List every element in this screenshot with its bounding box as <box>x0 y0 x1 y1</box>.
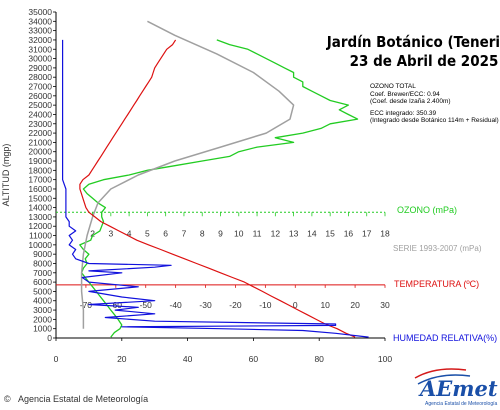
ozone-line <box>79 39 359 338</box>
humidity-line <box>61 39 369 338</box>
y-tick-label: 2000 <box>33 314 52 324</box>
y-tick-label: 35000 <box>28 7 52 17</box>
y-tick-label: 28000 <box>28 72 52 82</box>
y-tick-label: 5000 <box>33 286 52 296</box>
y-tick-label: 29000 <box>28 63 52 73</box>
ozone-tick-label: 16 <box>344 228 354 238</box>
temperature-tick-label: 0 <box>293 300 298 310</box>
y-tick-label: 31000 <box>28 44 52 54</box>
ozone-tick-label: 13 <box>289 228 299 238</box>
temperature-tick-label: 20 <box>350 300 360 310</box>
axis-ticks: 0100020003000400050006000700080009000100… <box>28 7 392 364</box>
aemet-logo: AEmet Agencia Estatal de Meteorología <box>414 368 498 407</box>
ozone-axis-label: OZONO (mPa) <box>397 205 457 215</box>
humidity-tick-label: 0 <box>54 354 59 364</box>
y-tick-label: 9000 <box>33 249 52 259</box>
ozone-tick-label: 11 <box>253 228 262 238</box>
y-tick-label: 13000 <box>28 212 52 222</box>
info-ozone-heading: OZONO TOTAL <box>370 83 416 90</box>
y-tick-label: 15000 <box>28 193 52 203</box>
y-tick-label: 11000 <box>29 231 52 241</box>
info-ecc-integrated: ECC integrado: 350.39 <box>370 110 437 117</box>
y-tick-label: 27000 <box>28 82 52 92</box>
agency-name: Agencia Estatal de Meteorología <box>18 394 148 404</box>
temperature-axis-label: TEMPERATURA (ºC) <box>394 279 479 289</box>
y-tick-label: 23000 <box>28 119 52 129</box>
y-tick-label: 10000 <box>28 240 52 250</box>
info-coef-izana: (Coef. desde Izaña 2.400m) <box>370 98 451 105</box>
y-tick-label: 16000 <box>28 184 52 194</box>
humidity-tick-label: 60 <box>249 354 259 364</box>
humidity-axis-label: HUMEDAD RELATIVA(%) <box>393 333 497 343</box>
ozone-tick-label: 4 <box>127 228 132 238</box>
y-tick-label: 14000 <box>28 203 52 213</box>
temperature-tick-label: -30 <box>199 300 212 310</box>
temperature-line <box>79 39 356 338</box>
info-ecc-note: (Integrado desde Botánico 114m + Residua… <box>370 117 499 124</box>
y-tick-label: 34000 <box>28 16 52 26</box>
humidity-tick-label: 40 <box>183 354 193 364</box>
data-series <box>61 20 369 338</box>
ozone-tick-label: 7 <box>182 228 187 238</box>
humidity-tick-label: 20 <box>117 354 127 364</box>
humidity-tick-label: 100 <box>378 354 392 364</box>
temperature-tick-label: -70 <box>80 300 93 310</box>
ozone-tick-label: 14 <box>307 228 317 238</box>
temperature-tick-label: -20 <box>229 300 242 310</box>
y-tick-label: 0 <box>47 333 52 343</box>
logo-text: AEmet <box>418 376 498 401</box>
ozone-tick-label: 10 <box>234 228 244 238</box>
ozone-tick-label: 12 <box>271 228 281 238</box>
y-tick-label: 17000 <box>28 175 52 185</box>
ozone-tick-label: 15 <box>325 228 335 238</box>
logo-subtitle: Agencia Estatal de Meteorología <box>425 401 497 407</box>
humidity-tick-label: 80 <box>314 354 324 364</box>
y-tick-label: 19000 <box>28 156 52 166</box>
y-axis-label: ALTITUD (mgp) <box>1 144 11 207</box>
ozone-tick-label: 5 <box>145 228 150 238</box>
ozone-tick-label: 18 <box>380 228 390 238</box>
temperature-tick-label: 30 <box>380 300 390 310</box>
copyright-symbol: © <box>4 394 11 404</box>
y-tick-label: 6000 <box>33 277 52 287</box>
y-tick-label: 24000 <box>28 109 52 119</box>
info-coef-brewer: Coef. Brewer/ECC: 0.94 <box>370 91 440 98</box>
y-tick-label: 32000 <box>28 35 52 45</box>
y-tick-label: 7000 <box>33 268 52 278</box>
ozone-tick-label: 8 <box>200 228 205 238</box>
temperature-tick-label: -40 <box>169 300 182 310</box>
y-tick-label: 30000 <box>28 54 52 64</box>
ozone-tick-label: 3 <box>108 228 113 238</box>
ozone-tick-label: 2 <box>90 228 95 238</box>
y-tick-label: 21000 <box>28 137 52 147</box>
y-tick-label: 12000 <box>28 221 52 231</box>
chart-title: Jardín Botánico (Tenerife) <box>326 33 500 51</box>
y-tick-label: 25000 <box>28 100 52 110</box>
series-axis-label: SERIE 1993-2007 (mPa) <box>393 244 482 253</box>
y-tick-label: 18000 <box>28 165 52 175</box>
y-tick-label: 8000 <box>33 258 52 268</box>
ozone-tick-label: 6 <box>163 228 168 238</box>
y-tick-label: 1000 <box>33 324 52 334</box>
chart-date: 23 de Abril de 2025 <box>350 52 499 70</box>
temperature-tick-label: -10 <box>259 300 272 310</box>
y-tick-label: 4000 <box>33 296 52 306</box>
y-tick-label: 20000 <box>28 147 52 157</box>
y-tick-label: 3000 <box>33 305 52 315</box>
temperature-tick-label: 10 <box>320 300 330 310</box>
ozone-tick-label: 9 <box>218 228 223 238</box>
temperature-tick-label: -60 <box>110 300 123 310</box>
y-tick-label: 33000 <box>28 26 52 36</box>
series-line <box>80 20 295 329</box>
y-tick-label: 26000 <box>28 91 52 101</box>
y-tick-label: 22000 <box>28 128 52 138</box>
temperature-tick-label: -50 <box>140 300 153 310</box>
ozone-tick-label: 17 <box>362 228 372 238</box>
